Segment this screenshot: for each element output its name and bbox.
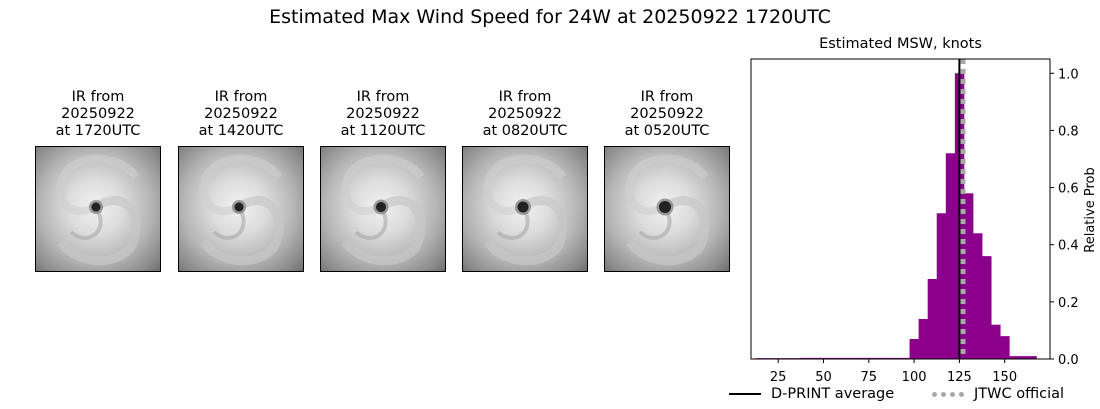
ir-caption-date: 20250922: [204, 106, 278, 122]
legend-swatch-dotted: [932, 391, 964, 397]
x-tick-label: 125: [947, 370, 972, 385]
plot-frame: [750, 58, 1051, 360]
histogram-bar: [809, 357, 820, 359]
legend-swatch-solid: [729, 393, 761, 395]
y-axis-label: Relative Prob: [1083, 167, 1098, 252]
ir-satellite-image: [320, 146, 446, 272]
legend-item: JTWC official: [932, 386, 1064, 402]
histogram-bar: [855, 357, 865, 359]
x-tick-label: 150: [992, 370, 1017, 385]
histogram-bar: [1000, 336, 1010, 359]
ir-caption-time: at 1420UTC: [198, 123, 284, 139]
ir-caption-time: at 0820UTC: [482, 123, 568, 139]
histogram-bar: [909, 339, 920, 359]
histogram-bar: [900, 357, 910, 359]
ir-caption-line: IR from: [640, 89, 694, 105]
x-tick-label: 50: [815, 370, 832, 385]
histogram-bar: [864, 357, 874, 359]
ir-panel: IR from 20250922 at 0520UTC: [604, 89, 730, 272]
storm-eye-core: [376, 202, 386, 212]
ir-caption-line: IR from: [356, 89, 410, 105]
y-tick-label: 0.0: [1058, 353, 1079, 368]
ir-caption: IR from 20250922 at 1720UTC: [35, 89, 161, 141]
ir-caption-date: 20250922: [488, 106, 562, 122]
ir-satellite-image: [35, 146, 161, 272]
ir-panel: IR from 20250922 at 1120UTC: [320, 89, 446, 272]
ir-caption: IR from 20250922 at 0520UTC: [604, 89, 730, 141]
y-tick-label: 1.0: [1058, 67, 1079, 82]
ir-satellite-image: [462, 146, 588, 272]
x-tick-label: 25: [770, 370, 787, 385]
ir-caption: IR from 20250922 at 1420UTC: [178, 89, 304, 141]
legend-label: JTWC official: [974, 386, 1065, 402]
ir-caption-line: IR from: [71, 89, 125, 105]
histogram-bar: [828, 357, 838, 359]
ir-panel: IR from 20250922 at 1420UTC: [178, 89, 304, 272]
legend-item: D-PRINT average: [729, 386, 894, 402]
ir-satellite-image: [604, 146, 730, 272]
figure-title: Estimated Max Wind Speed for 24W at 2025…: [269, 6, 831, 28]
histogram-bar: [800, 357, 811, 359]
ir-caption-date: 20250922: [630, 106, 704, 122]
histogram-bar: [1018, 356, 1028, 359]
histogram-bar: [936, 213, 947, 359]
storm-eye-core: [91, 202, 101, 212]
y-tick-label: 0.2: [1058, 296, 1079, 311]
histogram-bar: [1027, 356, 1037, 359]
ir-satellite-image: [178, 146, 304, 272]
x-tick-label: 100: [902, 370, 927, 385]
histogram-bar: [918, 319, 929, 359]
y-tick-label: 0.8: [1058, 124, 1079, 139]
y-tick-label: 0.4: [1058, 239, 1079, 254]
histogram-bar: [972, 233, 983, 359]
ir-caption-line: IR from: [498, 89, 552, 105]
ir-caption-date: 20250922: [346, 106, 420, 122]
histogram-bar: [963, 193, 974, 359]
storm-eye-core: [234, 202, 244, 212]
ir-panel: IR from 20250922 at 0820UTC: [462, 89, 588, 272]
ir-panel: IR from 20250922 at 1720UTC: [35, 89, 161, 272]
legend-label: D-PRINT average: [771, 386, 895, 402]
histogram-bar: [818, 357, 829, 359]
chart-title: Estimated MSW, knots: [819, 36, 982, 52]
ir-caption: IR from 20250922 at 0820UTC: [462, 89, 588, 141]
ir-caption-date: 20250922: [61, 106, 135, 122]
ir-caption: IR from 20250922 at 1120UTC: [320, 89, 446, 141]
histogram-bar: [891, 357, 901, 359]
histogram-bar: [945, 153, 956, 359]
histogram-bar: [1009, 356, 1019, 359]
ir-caption-time: at 1720UTC: [55, 123, 141, 139]
ir-caption-time: at 1120UTC: [340, 123, 426, 139]
x-tick-label: 75: [861, 370, 878, 385]
histogram-bar: [837, 357, 847, 359]
y-tick-label: 0.6: [1058, 182, 1079, 197]
histogram-bar: [882, 357, 892, 359]
histogram-bar: [982, 256, 992, 359]
histogram-bar: [846, 357, 856, 359]
ir-caption-line: IR from: [214, 89, 268, 105]
histogram-bar: [927, 279, 938, 359]
histogram-bar: [991, 324, 1001, 359]
storm-eye-core: [659, 201, 671, 213]
storm-eye-core: [517, 201, 529, 213]
histogram-bar: [873, 357, 883, 359]
ir-caption-time: at 0520UTC: [624, 123, 710, 139]
